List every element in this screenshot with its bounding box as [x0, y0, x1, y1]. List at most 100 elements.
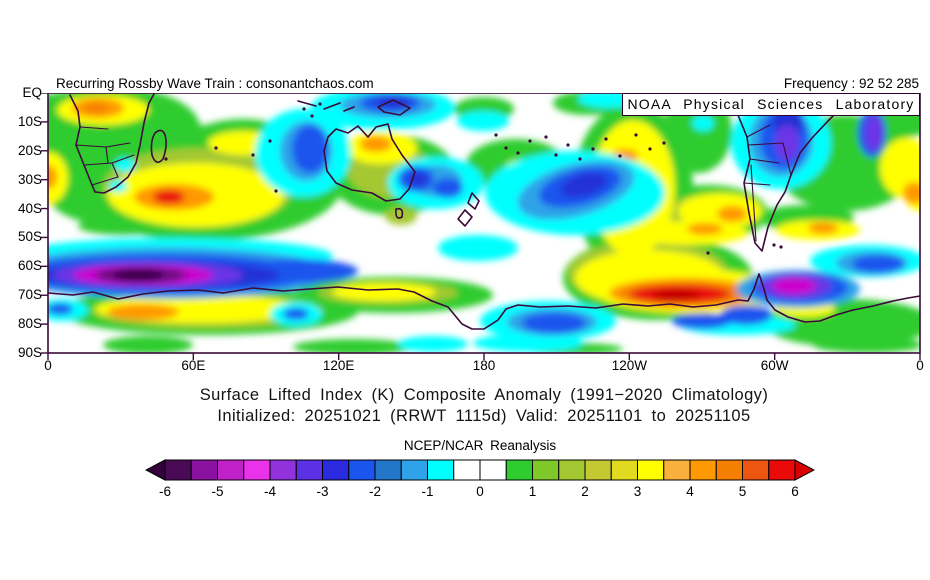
- island-dot: [302, 107, 306, 111]
- colorbar-cell: [584, 459, 612, 481]
- lat-tick-label: 30S: [17, 171, 42, 187]
- coast-newguinea: [377, 99, 411, 116]
- island-dot: [634, 133, 638, 137]
- anomaly-blob: [332, 283, 436, 301]
- anomaly-blob: [283, 308, 309, 320]
- lon-tick-label: 0: [44, 358, 52, 373]
- anomaly-field: [48, 93, 920, 353]
- colorbar-tick-label: -6: [158, 484, 171, 499]
- island-dot: [772, 243, 776, 247]
- colorbar-cell: [637, 459, 665, 481]
- island-dot: [516, 151, 520, 155]
- anomaly-blob: [107, 304, 179, 320]
- colorbar-cell: [453, 459, 481, 481]
- anomaly-blob: [48, 152, 68, 204]
- borders-africa: [75, 126, 135, 186]
- colorbar-cell: [164, 459, 192, 481]
- island-dot: [318, 102, 322, 106]
- lat-tick-label: 60S: [17, 258, 42, 274]
- island-dot: [268, 139, 272, 143]
- anomaly-blob: [687, 223, 723, 235]
- anomaly-blob: [772, 278, 816, 294]
- plot-title: Surface Lifted Index (K) Composite Anoma…: [199, 386, 769, 404]
- lon-tick-label: 180: [472, 358, 496, 373]
- anomaly-blob: [360, 136, 392, 152]
- lat-tick-label: 10S: [17, 113, 42, 129]
- island-dot: [310, 114, 314, 118]
- attribution-label: NOAA Physical Sciences Laboratory: [627, 96, 915, 112]
- colorbar-tick-label: 3: [633, 484, 642, 499]
- anomaly-blob: [775, 125, 799, 161]
- coast-tasmania: [395, 207, 404, 219]
- anomaly-blob: [457, 111, 509, 131]
- anomaly-blob: [115, 158, 135, 172]
- colorbar-tick-label: -2: [368, 484, 381, 499]
- island-dot: [591, 147, 595, 151]
- coast-southamerica: [725, 94, 836, 252]
- island-dot: [566, 143, 570, 147]
- anomaly-blob: [78, 217, 168, 235]
- colorbar-cell: [715, 459, 743, 481]
- anomaly-blob: [852, 255, 904, 273]
- island-dot: [554, 153, 558, 157]
- coast-africa: [69, 93, 155, 194]
- coast-antarctica: [48, 273, 920, 330]
- colorbar-tick-label: 1: [528, 484, 537, 499]
- colorbar-cell: [689, 459, 717, 481]
- axis-ticks: [41, 93, 921, 360]
- colorbar: [144, 459, 816, 481]
- anomaly-map: [41, 93, 921, 360]
- anomaly-blob: [103, 336, 193, 353]
- lon-tick-label: 120W: [611, 358, 647, 373]
- lat-tick-label: EQ: [22, 85, 42, 100]
- anomaly-blob: [628, 221, 748, 245]
- anomaly-blob: [433, 178, 463, 198]
- colorbar-title: NCEP/NCAR Reanalysis: [403, 438, 557, 453]
- anomaly-blob: [398, 336, 468, 352]
- coast-madagascar: [150, 129, 167, 163]
- anomaly-blob: [522, 313, 586, 333]
- colorbar-cell: [427, 459, 455, 481]
- colorbar-left-arrow: [144, 459, 166, 481]
- anomaly-blob: [717, 206, 747, 222]
- site-label: Recurring Rossby Wave Train : consonantc…: [56, 76, 374, 91]
- island-dot: [164, 157, 168, 161]
- colorbar-cell: [479, 459, 507, 481]
- lat-tick-label: 70S: [17, 287, 42, 303]
- anomaly-blob: [808, 222, 838, 234]
- attribution-box: NOAA Physical Sciences Laboratory: [622, 93, 920, 116]
- colorbar-cell: [190, 459, 218, 481]
- island-dot: [528, 139, 532, 143]
- island-dot: [494, 133, 498, 137]
- colorbar-swatches: [144, 459, 816, 481]
- colorbar-cell: [505, 459, 533, 481]
- lat-tick-label: 40S: [17, 200, 42, 216]
- colorbar-right-arrow: [794, 459, 816, 481]
- colorbar-cell: [400, 459, 428, 481]
- anomaly-blob: [560, 172, 608, 198]
- colorbar-cell: [374, 459, 402, 481]
- coast-newzealand: [457, 192, 480, 227]
- coast-indonesia: [297, 100, 355, 112]
- lon-tick-label: 120E: [322, 358, 355, 373]
- colorbar-tick-label: 6: [791, 484, 799, 499]
- island-dot: [504, 146, 508, 150]
- anomaly-blob: [153, 190, 185, 204]
- coast-australia: [323, 123, 416, 202]
- colorbar-cell: [217, 459, 245, 481]
- island-dot: [662, 141, 666, 145]
- colorbar-cell: [558, 459, 586, 481]
- colorbar-tick-label: 4: [686, 484, 694, 499]
- anomaly-blob: [865, 115, 883, 151]
- anomaly-blob: [48, 165, 57, 189]
- anomaly-blob: [672, 313, 732, 329]
- colorbar-cell: [532, 459, 560, 481]
- island-dot: [706, 251, 710, 255]
- colorbar-cell: [295, 459, 323, 481]
- anomaly-blob: [813, 337, 920, 353]
- colorbar-cell: [768, 459, 796, 481]
- colorbar-tick-label: 2: [581, 484, 589, 499]
- colorbar-cell: [742, 459, 770, 481]
- colorbar-tick-label: -1: [421, 484, 434, 499]
